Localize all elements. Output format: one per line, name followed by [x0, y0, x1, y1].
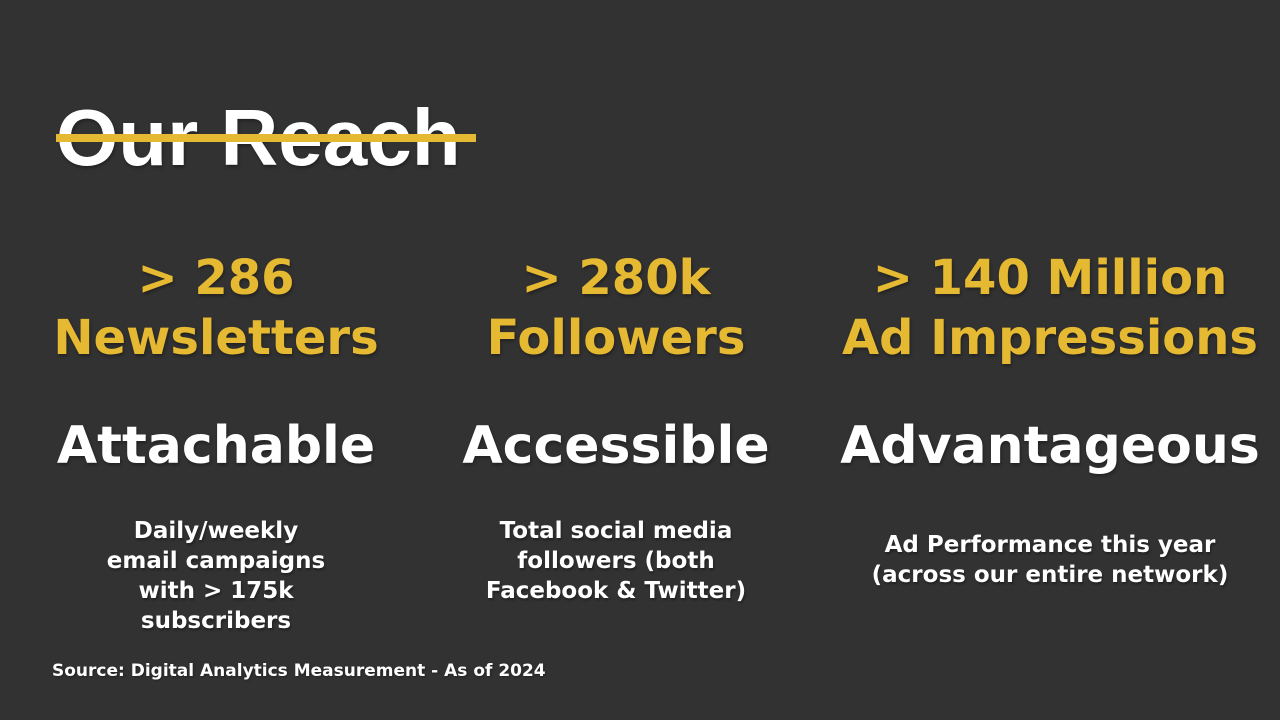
stat-ad-impressions: > 140 Million Ad Impressions [820, 248, 1280, 368]
stat-followers: > 280k Followers [440, 248, 792, 368]
stat-newsletters: > 286 Newsletters [40, 248, 392, 368]
description-newsletters: Daily/weekly email campaigns with > 175k… [40, 516, 392, 636]
reach-column-ad-impressions: > 140 Million Ad Impressions Advantageou… [820, 248, 1280, 590]
stat-value: > 280k [521, 250, 711, 306]
description-line: Daily/weekly [133, 518, 299, 544]
keyword-advantageous: Advantageous [840, 416, 1260, 476]
reach-column-followers: > 280k Followers Accessible Total social… [440, 248, 792, 606]
description-line: with > 175k [138, 578, 294, 604]
description-ad-impressions: Ad Performance this year (across our ent… [820, 530, 1280, 590]
source-note: Source: Digital Analytics Measurement - … [52, 661, 546, 681]
stat-value: > 140 Million [872, 250, 1228, 306]
keyword-accessible: Accessible [462, 416, 770, 476]
stat-label: Ad Impressions [842, 310, 1258, 366]
description-line: subscribers [140, 608, 292, 634]
description-line: Facebook & Twitter) [485, 578, 747, 604]
description-line: (across our entire network) [871, 562, 1229, 588]
description-line: Ad Performance this year [884, 532, 1216, 558]
title-underline [56, 134, 476, 142]
stat-label: Newsletters [53, 310, 379, 366]
description-line: email campaigns [106, 548, 326, 574]
description-followers: Total social media followers (both Faceb… [440, 516, 792, 606]
reach-column-newsletters: > 286 Newsletters Attachable Daily/weekl… [40, 248, 392, 636]
stat-label: Followers [486, 310, 746, 366]
description-line: Total social media [499, 518, 733, 544]
keyword-attachable: Attachable [56, 416, 376, 476]
description-line: followers (both [517, 548, 715, 574]
stat-value: > 286 [137, 250, 295, 306]
